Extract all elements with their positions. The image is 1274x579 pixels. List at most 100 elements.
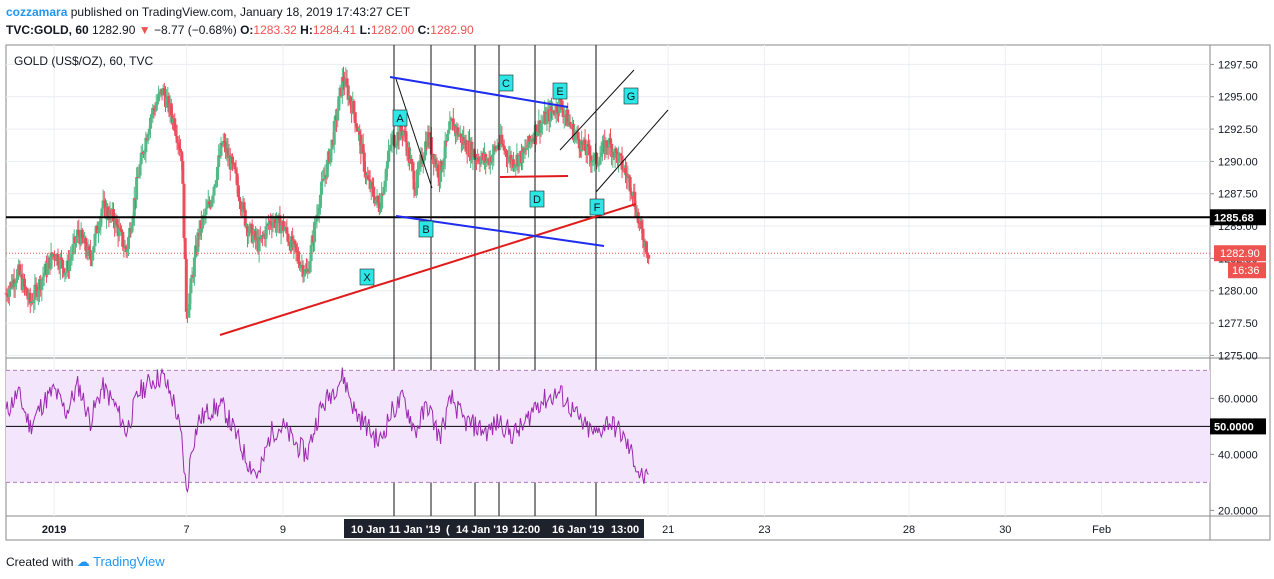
pattern-label-box [589,198,605,216]
candle-body [436,164,440,178]
candle-body [342,76,346,82]
candle-body [614,148,618,153]
candle-body [352,101,356,113]
candle-body [402,130,406,136]
candle-body [385,161,389,169]
candle-body [13,283,17,287]
rsi-tick-label: 40.0000 [1218,449,1258,461]
candle-body [513,166,517,168]
candle-body [440,160,444,171]
candle-body [627,176,631,178]
candle-body [53,253,57,258]
candle-body [25,289,29,296]
a-b-swing-line [395,78,433,189]
candle-body [152,108,156,110]
candle-body [239,201,243,209]
candle-body [207,201,211,205]
candle-body [232,163,236,165]
candle-body [346,85,350,100]
candle-body [224,141,228,153]
close-value: 1282.90 [430,23,474,37]
tradingview-brand[interactable]: TradingView [93,554,165,569]
candle-body [254,230,258,241]
candle-body [314,221,318,223]
candle-body [511,159,515,168]
candle-body [382,186,386,195]
candle-body [187,309,191,318]
candle-body [257,237,261,252]
candle-body [591,160,595,162]
candle-body [329,149,333,163]
candle-body [380,193,384,209]
candle-body [18,264,22,276]
candle-body [432,154,436,165]
time-tick-label: 2019 [42,524,66,536]
candle-body [303,269,307,275]
candle-body [447,129,451,134]
candle-body [49,252,53,269]
candle-body [441,165,445,171]
candle-body [388,147,392,151]
candle-body [211,195,215,200]
candle-body [248,224,252,232]
candle-body [337,96,341,111]
candle-body [609,138,613,144]
time-tick-label: 21 [662,524,674,536]
open-value: 1283.32 [253,23,297,37]
candle-body [127,237,131,250]
candle-body [118,228,122,230]
pattern-label-x: X [363,272,371,284]
price-tick-label: 1290.00 [1218,156,1258,168]
channel-upper-line [559,69,635,151]
candle-body [434,159,438,168]
candle-body [514,164,518,167]
candle-body [383,180,387,187]
candle-body [115,219,119,225]
candle-body [285,227,289,234]
last-price-tag [1214,245,1266,262]
candle-body [205,206,209,209]
candle-body [24,286,28,290]
tradingview-logo-icon[interactable]: ☁ [76,554,90,569]
candle-body [507,157,511,162]
candle-body [345,78,349,86]
candle-body [279,225,283,234]
candle-body [264,226,268,239]
author-link[interactable]: cozzamara [6,5,68,19]
time-highlight-label: 14 Jan '19 [456,524,508,536]
candle-body [610,143,614,157]
candle-body [299,265,303,269]
candle-body [443,140,447,159]
candle-body [573,133,577,141]
candle-body [395,143,399,146]
candle-body [59,257,63,260]
candle-body [399,124,403,132]
candle-body [196,232,200,252]
close-label: C: [417,23,431,37]
time-highlight-label: 10 Jan [351,524,386,536]
rsi-mid-tag [1210,418,1266,435]
candle-body [5,293,9,296]
candle-body [424,141,428,156]
candle-body [539,123,543,133]
candle-body [376,195,380,203]
candle-body [320,181,324,195]
price-tick-label: 1280.00 [1218,286,1258,298]
candle-body [464,139,468,152]
candle-body [181,161,185,184]
candle-body [148,117,152,129]
candle-body [504,150,508,157]
pattern-label-box [552,82,568,100]
candle-body [355,126,359,132]
published-text: published on TradingView.com, January 18… [70,5,411,19]
candle-body [613,148,617,158]
candle-body [132,197,136,216]
time-range-highlight [344,519,644,538]
candle-body [587,144,591,147]
chart-canvas[interactable]: 1297.50 1295.00 1292.50 1290.00 1287.50 1285.… [0,0,1274,550]
candle-body [633,191,637,208]
candle-body [91,252,95,261]
candle-body [213,184,217,187]
candle-body [108,209,112,220]
candle-body [298,261,302,269]
